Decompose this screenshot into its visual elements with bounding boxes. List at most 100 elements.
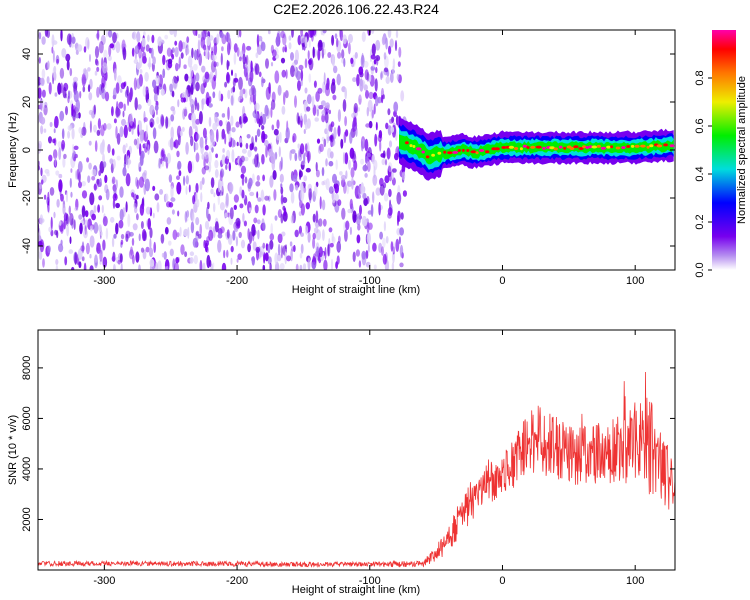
noise-speckle — [165, 193, 169, 202]
noise-speckle — [55, 264, 59, 270]
noise-speckle — [134, 206, 138, 214]
noise-speckle — [224, 158, 227, 164]
noise-speckle — [365, 123, 370, 128]
noise-speckle — [119, 208, 124, 221]
noise-speckle — [68, 249, 74, 254]
noise-speckle — [160, 233, 165, 244]
noise-speckle — [359, 204, 362, 216]
noise-speckle — [268, 82, 271, 94]
noise-speckle — [319, 143, 324, 153]
noise-speckle — [120, 262, 123, 270]
noise-speckle — [169, 137, 174, 151]
noise-speckle — [388, 188, 392, 198]
noise-speckle — [199, 136, 204, 149]
noise-speckle — [168, 240, 172, 246]
noise-speckle — [347, 208, 352, 214]
noise-speckle — [302, 263, 307, 270]
noise-speckle — [122, 144, 126, 154]
noise-speckle — [162, 68, 166, 79]
noise-speckle — [123, 124, 128, 138]
noise-speckle — [392, 65, 395, 75]
noise-speckle — [256, 219, 261, 225]
noise-speckle — [297, 115, 301, 126]
noise-speckle — [83, 229, 88, 239]
noise-speckle — [381, 246, 384, 256]
noise-speckle — [217, 239, 222, 253]
noise-speckle — [239, 186, 243, 196]
noise-speckle — [153, 241, 156, 253]
noise-speckle — [75, 50, 79, 55]
band-hotspot — [549, 146, 555, 150]
noise-speckle — [262, 174, 265, 182]
noise-speckle — [235, 223, 241, 229]
noise-speckle — [154, 193, 160, 201]
noise-speckle — [63, 153, 67, 159]
noise-speckle — [299, 143, 305, 155]
noise-speckle — [195, 81, 200, 92]
noise-speckle — [215, 153, 219, 159]
noise-speckle — [344, 152, 349, 165]
noise-speckle — [233, 52, 237, 65]
noise-speckle — [390, 241, 394, 252]
noise-speckle — [96, 242, 101, 254]
noise-speckle — [191, 112, 196, 124]
noise-speckle — [136, 31, 141, 43]
noise-speckle — [87, 175, 91, 183]
band-hotspot — [470, 150, 477, 154]
noise-speckle — [358, 66, 364, 75]
noise-speckle — [69, 68, 73, 77]
noise-speckle — [141, 201, 145, 210]
noise-speckle — [226, 229, 230, 239]
noise-speckle — [251, 142, 254, 150]
noise-speckle — [204, 48, 210, 60]
noise-speckle — [226, 149, 231, 160]
noise-speckle — [243, 220, 247, 227]
noise-speckle — [304, 143, 308, 152]
noise-speckle — [107, 143, 111, 154]
noise-speckle — [172, 229, 178, 241]
noise-speckle — [50, 216, 53, 230]
noise-speckle — [173, 30, 177, 38]
noise-speckle — [385, 76, 390, 84]
noise-speckle — [220, 93, 224, 102]
noise-speckle — [53, 121, 57, 128]
band-hotspot — [542, 146, 546, 150]
noise-speckle — [184, 73, 189, 82]
noise-speckle — [135, 251, 140, 263]
noise-speckle — [93, 222, 99, 234]
band-hotspot — [621, 146, 626, 150]
noise-speckle — [384, 55, 389, 69]
noise-speckle — [221, 113, 226, 118]
noise-speckle — [359, 94, 362, 100]
noise-speckle — [280, 186, 284, 195]
noise-speckle — [89, 253, 92, 259]
noise-speckle — [136, 62, 141, 70]
noise-speckle — [208, 116, 212, 127]
noise-speckle — [304, 225, 309, 235]
noise-speckle — [348, 42, 351, 55]
band-hotspot — [425, 155, 430, 159]
noise-speckle — [218, 120, 223, 127]
noise-speckle — [95, 58, 98, 66]
noise-speckle — [384, 158, 388, 166]
noise-speckle — [96, 242, 101, 252]
noise-speckle — [144, 178, 150, 192]
noise-speckle — [281, 105, 286, 115]
noise-speckle — [328, 109, 331, 115]
noise-speckle — [236, 258, 239, 263]
band-hotspot — [475, 151, 479, 155]
noise-speckle — [351, 177, 354, 190]
noise-speckle — [164, 226, 169, 235]
noise-speckle — [249, 191, 255, 197]
noise-speckle — [261, 125, 265, 130]
noise-speckle — [100, 231, 103, 237]
band-hotspot — [452, 150, 459, 154]
spectrogram-x-tick-label: 100 — [626, 275, 644, 287]
noise-speckle — [199, 223, 202, 236]
noise-speckle — [183, 175, 186, 186]
noise-speckle — [322, 30, 327, 34]
noise-speckle — [383, 221, 386, 232]
noise-speckle — [231, 127, 236, 133]
noise-speckle — [348, 159, 351, 170]
